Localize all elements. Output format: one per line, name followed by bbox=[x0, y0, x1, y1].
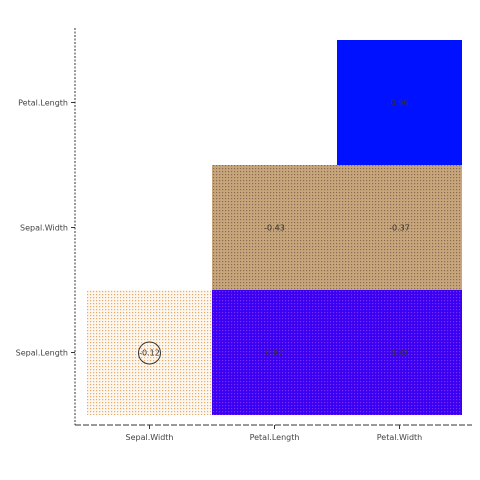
heatmap-cell bbox=[212, 165, 337, 290]
y-tick-label: Sepal.Width bbox=[20, 224, 68, 233]
x-tick-label: Sepal.Width bbox=[126, 433, 174, 442]
cell-value-label: 0.96 bbox=[391, 99, 409, 108]
axis-ticks: Sepal.Width Petal.Length Petal.Width Sepal.… bbox=[16, 99, 423, 443]
y-tick-label: Sepal.Length bbox=[16, 349, 68, 358]
cell-value-label: 0.87 bbox=[266, 349, 284, 358]
heatmap-cell bbox=[337, 165, 462, 290]
cell-value-label: -0.12 bbox=[139, 349, 160, 358]
cell-highlight-circle bbox=[138, 341, 161, 365]
heatmap-cell bbox=[337, 40, 462, 165]
heatmap-cell bbox=[87, 290, 212, 415]
x-tick-label: Petal.Length bbox=[250, 433, 300, 442]
heatmap-cell bbox=[212, 290, 337, 415]
cell-value-label: -0.37 bbox=[389, 224, 410, 233]
y-tick-label: Petal.Length bbox=[18, 99, 68, 108]
axes bbox=[74, 28, 472, 426]
cell-value-label: -0.43 bbox=[264, 224, 285, 233]
heatmap-cells: -0.12 0.87 0.82 -0.43 -0.37 0.96 bbox=[87, 40, 462, 415]
cell-value-label: 0.82 bbox=[391, 349, 409, 358]
heatmap-cell bbox=[337, 290, 462, 415]
x-tick-label: Petal.Width bbox=[377, 433, 423, 442]
